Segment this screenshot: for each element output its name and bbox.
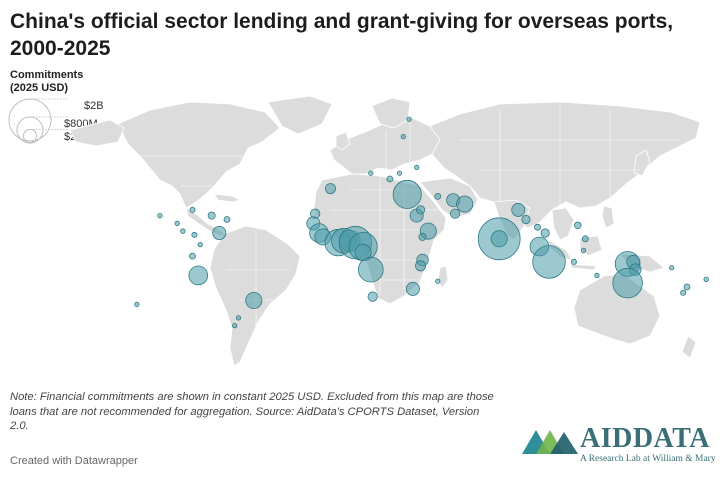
commitment-bubble[interactable] xyxy=(532,245,566,279)
logo-tagline: A Research Lab at William & Mary xyxy=(580,454,716,464)
commitment-bubble[interactable] xyxy=(189,252,196,260)
land-new-zealand xyxy=(681,335,697,359)
commitment-bubble[interactable] xyxy=(157,213,163,219)
legend-title-line1: Commitments xyxy=(10,69,84,81)
commitment-bubble[interactable] xyxy=(174,220,180,226)
map-title: China's official sector lending and gran… xyxy=(10,10,674,60)
land-masses xyxy=(69,95,701,367)
commitment-bubble[interactable] xyxy=(511,202,526,217)
land-japan xyxy=(633,149,651,177)
land-southeast-asia xyxy=(551,207,575,241)
commitment-bubble[interactable] xyxy=(669,265,675,271)
commitment-bubble[interactable] xyxy=(223,216,231,223)
commitment-bubble[interactable] xyxy=(414,164,420,171)
land-caribbean xyxy=(213,193,242,203)
commitment-bubble[interactable] xyxy=(570,258,577,265)
aiddata-logo-icon xyxy=(522,430,578,454)
commitment-bubble[interactable] xyxy=(449,208,461,219)
commitment-bubble[interactable] xyxy=(580,247,587,254)
commitment-bubble[interactable] xyxy=(324,183,336,195)
logo-wordmark: AIDDATA xyxy=(580,423,711,454)
country-borders xyxy=(140,104,680,340)
commitment-bubble[interactable] xyxy=(594,272,600,278)
world-map xyxy=(69,95,709,367)
aiddata-logo: AIDDATA A Research Lab at William & Mary xyxy=(522,423,716,464)
commitment-bubble[interactable] xyxy=(367,291,378,302)
commitment-bubble[interactable] xyxy=(357,256,384,283)
legend-label-2b: $2B xyxy=(84,100,104,112)
commitment-bubble[interactable] xyxy=(434,193,442,200)
commitment-bubble[interactable] xyxy=(400,133,406,140)
legend-title-line2: (2025 USD) xyxy=(10,82,69,94)
land-philippines xyxy=(601,205,615,229)
land-java xyxy=(569,263,597,271)
commitment-bubble[interactable] xyxy=(180,228,186,234)
commitment-bubble[interactable] xyxy=(191,231,198,238)
commitment-bubble[interactable] xyxy=(392,179,422,209)
commitment-bubble[interactable] xyxy=(415,205,426,215)
commitment-bubble[interactable] xyxy=(683,283,691,291)
commitment-bubbles xyxy=(134,116,709,329)
legend-size-circles xyxy=(8,98,68,144)
commitment-bubble[interactable] xyxy=(405,281,420,296)
commitment-bubble[interactable] xyxy=(540,228,550,238)
commitment-bubble[interactable] xyxy=(703,276,709,282)
land-alaska xyxy=(69,119,125,147)
commitment-bubble[interactable] xyxy=(435,278,441,284)
commitment-bubble[interactable] xyxy=(521,214,531,225)
legend-title: Commitments (2025 USD) xyxy=(10,69,83,95)
commitment-bubble[interactable] xyxy=(134,301,140,307)
footnote: Note: Financial commitments are shown in… xyxy=(10,391,494,432)
commitment-bubble[interactable] xyxy=(406,116,412,122)
commitment-bubble[interactable] xyxy=(189,206,196,213)
land-uk xyxy=(335,131,351,151)
commitment-bubble[interactable] xyxy=(456,195,474,213)
datawrapper-credit: Created with Datawrapper xyxy=(10,455,138,467)
commitment-bubble[interactable] xyxy=(212,225,227,240)
commitment-bubble[interactable] xyxy=(680,289,687,296)
commitment-bubble[interactable] xyxy=(197,242,203,248)
commitment-bubble[interactable] xyxy=(245,291,263,309)
commitment-bubble[interactable] xyxy=(368,170,374,176)
commitment-bubble[interactable] xyxy=(582,235,589,243)
commitment-bubble[interactable] xyxy=(188,265,209,286)
commitment-bubble[interactable] xyxy=(534,223,541,231)
commitment-bubble[interactable] xyxy=(235,315,242,321)
commitment-bubble[interactable] xyxy=(415,260,427,272)
commitment-bubble[interactable] xyxy=(490,230,508,248)
commitment-bubble[interactable] xyxy=(207,211,216,220)
commitment-bubble[interactable] xyxy=(396,170,403,176)
land-north-america xyxy=(117,101,281,209)
commitment-bubble[interactable] xyxy=(232,323,238,329)
commitment-bubble[interactable] xyxy=(612,267,643,299)
land-madagascar xyxy=(437,265,449,289)
land-greenland xyxy=(267,95,333,135)
commitment-bubble[interactable] xyxy=(574,221,582,229)
commitment-bubble[interactable] xyxy=(386,175,394,183)
commitment-bubble[interactable] xyxy=(418,232,427,241)
